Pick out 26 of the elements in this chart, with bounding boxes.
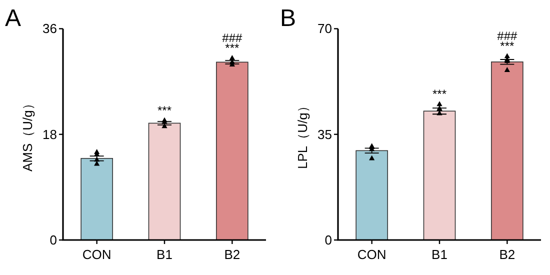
chart-title: B xyxy=(280,5,296,32)
y-tick-label: 0 xyxy=(324,232,332,248)
bar xyxy=(491,62,524,240)
bar xyxy=(423,110,456,240)
y-tick-label: 0 xyxy=(50,232,57,248)
x-tick-label: B2 xyxy=(224,247,240,262)
x-tick-label: B2 xyxy=(499,247,516,262)
bar xyxy=(216,62,248,240)
x-tick-label: B1 xyxy=(432,247,448,262)
y-axis-title: AMS（U/g） xyxy=(20,97,35,172)
bar xyxy=(80,158,113,240)
bar xyxy=(356,150,388,240)
bar xyxy=(148,122,181,240)
y-axis-title: LPL（U/g） xyxy=(295,100,310,170)
annotation: *** xyxy=(157,103,172,118)
y-tick-label: 18 xyxy=(42,126,57,142)
annotation: *** xyxy=(225,41,240,56)
annotation: *** xyxy=(432,87,447,102)
chart-title: A xyxy=(5,5,22,32)
x-tick-label: CON xyxy=(82,247,112,262)
x-tick-label: B1 xyxy=(156,247,172,262)
y-tick-label: 36 xyxy=(42,21,57,36)
y-tick-label: 35 xyxy=(318,126,332,142)
y-tick-label: 70 xyxy=(318,21,332,36)
x-tick-label: CON xyxy=(357,247,386,262)
annotation: *** xyxy=(500,39,514,54)
